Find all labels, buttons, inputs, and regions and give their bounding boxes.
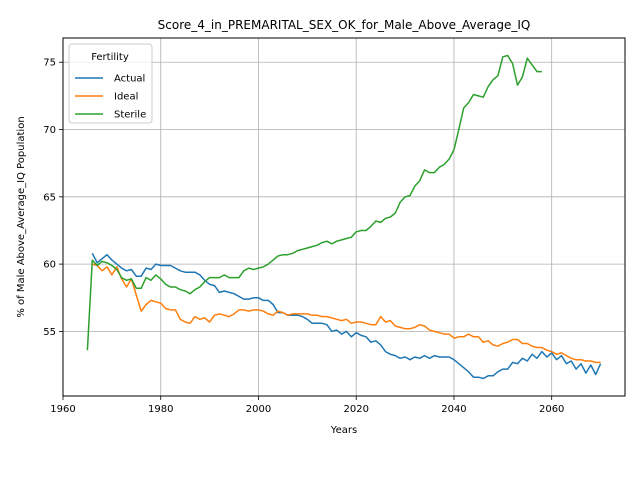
y-tick-label: 55 — [43, 327, 56, 338]
x-tick-label: 2000 — [246, 404, 271, 415]
x-tick-label: 1960 — [50, 404, 75, 415]
series-line-actual — [91, 252, 602, 380]
legend: Fertility Actual Ideal Sterile — [68, 43, 153, 124]
series-line-sterile — [86, 54, 542, 351]
legend-label-actual: Actual — [114, 74, 145, 85]
legend-label-sterile: Sterile — [114, 110, 146, 121]
x-tick-label: 2020 — [343, 404, 368, 415]
y-axis: 55 60 65 70 75 — [43, 58, 63, 338]
series-line-ideal — [92, 263, 601, 364]
y-tick-label: 70 — [43, 125, 56, 136]
legend-box — [68, 43, 153, 124]
legend-entries: Actual Ideal Sterile — [75, 74, 146, 121]
x-tick-label: 2060 — [539, 404, 564, 415]
x-tick-label: 2040 — [441, 404, 466, 415]
x-tick-label: 1980 — [148, 404, 173, 415]
plot-frame — [62, 37, 626, 397]
y-tick-label: 65 — [43, 192, 56, 203]
y-tick-label: 60 — [43, 260, 56, 271]
series-layer — [86, 54, 602, 380]
y-tick-label: 75 — [43, 58, 56, 69]
x-axis: 1960 1980 2000 2020 2040 2060 — [50, 396, 564, 415]
legend-label-ideal: Ideal — [114, 92, 138, 103]
x-axis-label: Years — [330, 425, 357, 436]
legend-title: Fertility — [91, 52, 129, 63]
y-axis-label: % of Male Above_Average_IQ Population — [16, 116, 27, 317]
chart-title: Score_4_in_PREMARITAL_SEX_OK_for_Male_Ab… — [158, 18, 531, 32]
